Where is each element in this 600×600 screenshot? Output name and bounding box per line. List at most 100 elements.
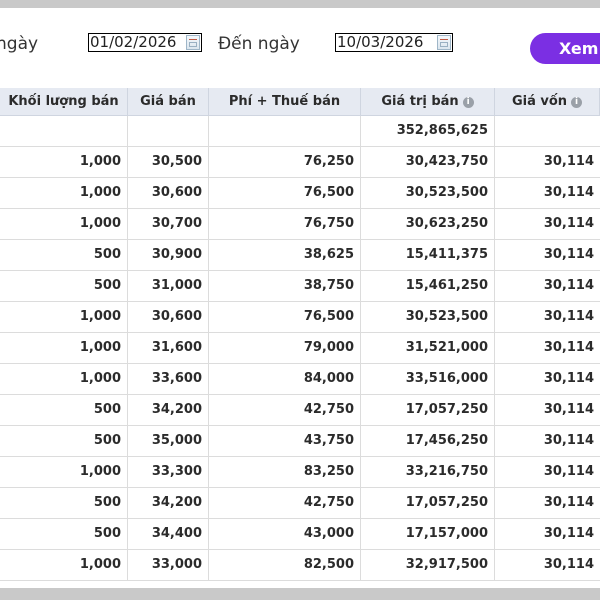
view-button[interactable]: Xem <box>530 33 600 64</box>
table-cell: 30,114 <box>543 402 594 417</box>
table-cell: 30,114 <box>543 433 594 448</box>
date-filter-bar: ngày 01/02/2026 Đến ngày 10/03/2026 Xem <box>0 8 600 88</box>
table-cell: 33,300 <box>128 457 209 487</box>
from-date-value: 01/02/2026 <box>90 33 177 51</box>
table-cell: 1,000 <box>0 550 128 580</box>
table-cell: 30,114 <box>543 278 594 293</box>
table-cell: 15,411,375 <box>361 240 495 270</box>
table-cell: 33,216,750 <box>361 457 495 487</box>
table-cell: 34,200 <box>128 395 209 425</box>
table-row: 1,000 30,700 76,750 30,623,250 30,114 <box>0 209 600 240</box>
table-cell: 35,000 <box>128 426 209 456</box>
table-cell: 352,865,625 <box>361 116 495 146</box>
total-row: 352,865,625 <box>0 116 600 147</box>
table-row: 500 34,400 43,000 17,157,000 30,114 <box>0 519 600 550</box>
table-cell: 500 <box>0 271 128 301</box>
info-icon[interactable]: i <box>571 97 583 108</box>
table-row: 1,000 33,000 82,500 32,917,500 30,114 <box>0 550 600 581</box>
column-header-sell-volume[interactable]: Khối lượng bán <box>0 88 128 115</box>
table-cell: 31,600 <box>128 333 209 363</box>
to-date-value: 10/03/2026 <box>337 33 424 51</box>
table-cell: 30,523,500 <box>361 178 495 208</box>
table-row: 1,000 31,600 79,000 31,521,000 30,114 <box>0 333 600 364</box>
table-cell: 30,114 <box>543 495 594 510</box>
table-cell: 1,000 <box>0 333 128 363</box>
table-cell: 30,523,500 <box>361 302 495 332</box>
calendar-icon[interactable] <box>186 35 200 50</box>
table-cell: 76,500 <box>209 302 361 332</box>
table-row: 1,000 33,300 83,250 33,216,750 30,114 <box>0 457 600 488</box>
table-cell: 30,700 <box>128 209 209 239</box>
table-cell: 79,000 <box>209 333 361 363</box>
table-cell: 32,917,500 <box>361 550 495 580</box>
table-cell: 30,623,250 <box>361 209 495 239</box>
table-cell: 30,600 <box>128 302 209 332</box>
table-cell: 38,625 <box>209 240 361 270</box>
table-cell: 43,750 <box>209 426 361 456</box>
table-cell: 42,750 <box>209 395 361 425</box>
table-cell: 30,114 <box>543 216 594 231</box>
bottom-border <box>0 588 600 600</box>
table-row: 500 30,900 38,625 15,411,375 30,114 <box>0 240 600 271</box>
table-cell: 30,114 <box>543 526 594 541</box>
table-cell: 500 <box>0 240 128 270</box>
table-cell: 500 <box>0 519 128 549</box>
table-cell <box>128 116 209 146</box>
table-cell: 76,250 <box>209 147 361 177</box>
table-cell: 30,114 <box>543 154 594 169</box>
table-row: 500 35,000 43,750 17,456,250 30,114 <box>0 426 600 457</box>
table-cell: 15,461,250 <box>361 271 495 301</box>
table-row: 1,000 30,600 76,500 30,523,500 30,114 <box>0 302 600 333</box>
table-cell: 76,500 <box>209 178 361 208</box>
table-row: 500 34,200 42,750 17,057,250 30,114 <box>0 488 600 519</box>
table-cell: 500 <box>0 488 128 518</box>
to-date-input[interactable]: 10/03/2026 <box>335 33 453 52</box>
table-cell: 500 <box>0 395 128 425</box>
table-cell: 31,000 <box>128 271 209 301</box>
table-cell: 17,456,250 <box>361 426 495 456</box>
table-cell: 43,000 <box>209 519 361 549</box>
table-cell: 500 <box>0 426 128 456</box>
to-date-label: Đến ngày <box>218 34 300 54</box>
table-row: 1,000 33,600 84,000 33,516,000 30,114 <box>0 364 600 395</box>
table-cell: 1,000 <box>0 364 128 394</box>
table-cell: 84,000 <box>209 364 361 394</box>
column-header-sell-value[interactable]: Giá trị bán i <box>361 88 495 115</box>
table-cell: 30,114 <box>543 340 594 355</box>
table-row: 500 34,200 42,750 17,057,250 30,114 <box>0 395 600 426</box>
column-header-fee-tax[interactable]: Phí + Thuế bán <box>209 88 361 115</box>
table-cell: 33,000 <box>128 550 209 580</box>
table-cell: 33,600 <box>128 364 209 394</box>
table-cell: 34,400 <box>128 519 209 549</box>
table-cell: 17,057,250 <box>361 395 495 425</box>
table-cell: 76,750 <box>209 209 361 239</box>
table-cell: 30,114 <box>543 371 594 386</box>
from-date-input[interactable]: 01/02/2026 <box>88 33 202 52</box>
table-row: 1,000 30,500 76,250 30,423,750 30,114 <box>0 147 600 178</box>
table-cell: 1,000 <box>0 178 128 208</box>
table-cell: 30,114 <box>543 557 594 572</box>
table-row: 500 31,000 38,750 15,461,250 30,114 <box>0 271 600 302</box>
table-cell: 30,500 <box>128 147 209 177</box>
from-date-label: ngày <box>0 34 39 54</box>
table-cell: 34,200 <box>128 488 209 518</box>
table-cell <box>209 116 361 146</box>
table-cell: 17,157,000 <box>361 519 495 549</box>
top-border <box>0 0 600 8</box>
table-cell <box>495 116 600 146</box>
table-cell: 1,000 <box>0 457 128 487</box>
table-cell: 30,114 <box>543 247 594 262</box>
info-icon[interactable]: i <box>462 97 474 108</box>
calendar-icon[interactable] <box>437 35 451 50</box>
table-cell: 30,423,750 <box>361 147 495 177</box>
table-cell: 83,250 <box>209 457 361 487</box>
table-cell: 38,750 <box>209 271 361 301</box>
column-header-cost-price[interactable]: Giá vốn i <box>495 88 600 115</box>
table-cell: 30,114 <box>543 464 594 479</box>
table-cell: 31,521,000 <box>361 333 495 363</box>
table-cell: 42,750 <box>209 488 361 518</box>
column-header-sell-price[interactable]: Giá bán <box>128 88 209 115</box>
table-cell: 82,500 <box>209 550 361 580</box>
table-cell: 1,000 <box>0 302 128 332</box>
table-cell: 30,114 <box>543 309 594 324</box>
